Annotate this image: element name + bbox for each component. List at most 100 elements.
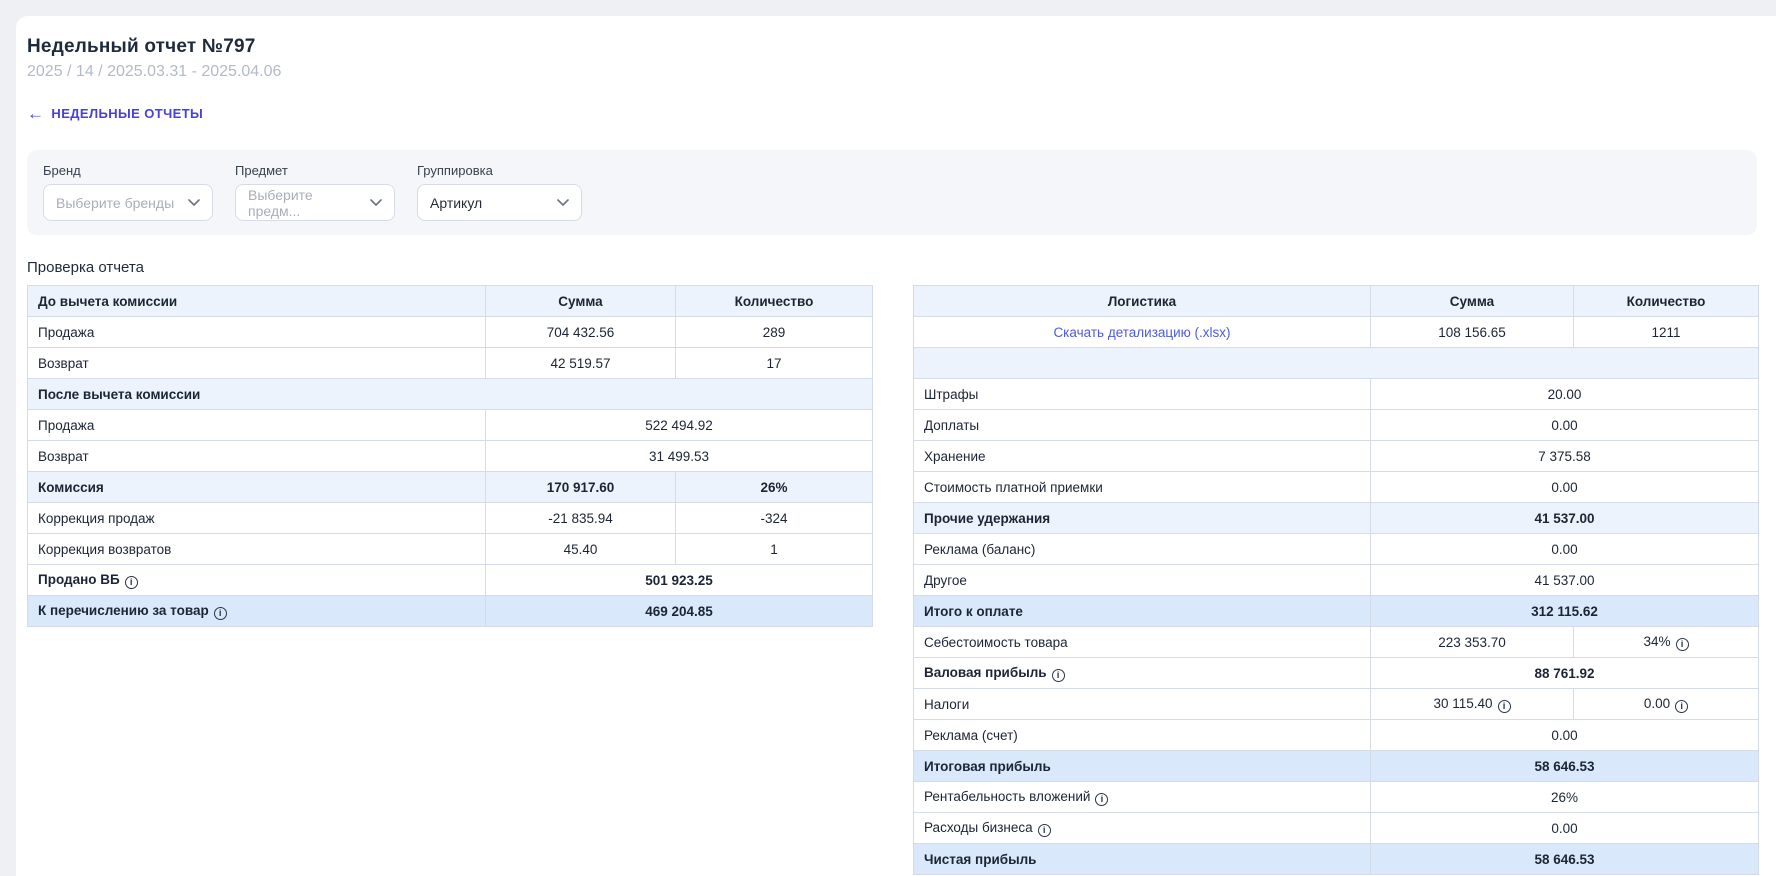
row-label: Валовая прибыль i	[913, 657, 1371, 689]
subject-select-value: Выберите предм...	[248, 186, 313, 219]
row-label: Другое	[913, 564, 1371, 596]
column-header: Логистика	[913, 285, 1371, 317]
table-row: Штрафы 20.00	[913, 378, 1759, 410]
page-title: Недельный отчет №797	[27, 36, 256, 57]
row-label: Итого к оплате	[913, 595, 1371, 627]
row-label: Возврат	[27, 440, 486, 472]
cell-value: 522 494.92	[485, 409, 873, 441]
row-label: Стоимость платной приемки	[913, 471, 1371, 503]
info-icon[interactable]: i	[1051, 668, 1065, 682]
cell-value: 704 432.56	[485, 316, 676, 348]
info-icon[interactable]: i	[213, 606, 227, 620]
table-row: Доплаты 0.00	[913, 409, 1759, 441]
cell-value: 312 115.62	[1370, 595, 1759, 627]
subject-filter: Предмет Выберите предм...	[235, 163, 395, 222]
report-table: Логистика Сумма Количество Скачать детализа…	[913, 285, 1759, 875]
cell-value: 88 761.92	[1370, 657, 1759, 689]
cell-value: 0.00	[1370, 812, 1759, 844]
cell-value: 1211	[1573, 316, 1759, 348]
table-row: Коррекция возвратов 45.40 1	[27, 533, 873, 565]
cell-value: 0.00	[1370, 719, 1759, 751]
row-label: К перечислению за товар i	[27, 595, 486, 627]
info-icon[interactable]: i	[1037, 823, 1051, 837]
cell-value: 45.40	[485, 533, 676, 565]
grouping-filter-label: Группировка	[417, 163, 493, 178]
back-link-label: НЕДЕЛЬНЫЕ ОТЧЕТЫ	[51, 106, 204, 121]
table-row: Скачать детализацию (.xlsx) 108 156.65 121…	[913, 316, 1759, 348]
info-icon[interactable]: i	[124, 575, 138, 589]
table-row: Реклама (баланс) 0.00	[913, 533, 1759, 565]
grouping-select[interactable]: Артикул	[417, 184, 582, 221]
cell-value: 7 375.58	[1370, 440, 1759, 472]
cell-value: 31 499.53	[485, 440, 873, 472]
spacer-row	[913, 347, 1759, 379]
cell-value: 108 156.65	[1370, 316, 1574, 348]
column-header: Сумма	[485, 285, 676, 317]
cell-value: 26%	[1370, 781, 1759, 813]
row-label: Доплаты	[913, 409, 1371, 441]
header-row: Логистика Сумма Количество	[913, 285, 1759, 317]
column-header: Количество	[675, 285, 873, 317]
cell-value: 20.00	[1370, 378, 1759, 410]
cell-value: 469 204.85	[485, 595, 873, 627]
table-row: Чистая прибыль 58 646.53	[913, 843, 1759, 875]
row-label: Продано ВБ i	[27, 564, 486, 596]
page-subtitle: 2025 / 14 / 2025.03.31 - 2025.04.06	[27, 63, 282, 80]
table-row: Итоговая прибыль 58 646.53	[913, 750, 1759, 782]
subject-filter-label: Предмет	[235, 163, 288, 178]
report-card: Недельный отчет №797 2025 / 14 / 2025.03…	[16, 16, 1776, 876]
cell-value: 58 646.53	[1370, 750, 1759, 782]
cell-value: -21 835.94	[485, 502, 676, 534]
row-label: Коррекция возвратов	[27, 533, 486, 565]
table-row: Валовая прибыль i 88 761.92	[913, 657, 1759, 689]
row-label: Коррекция продаж	[27, 502, 486, 534]
subject-select[interactable]: Выберите предм...	[235, 184, 395, 221]
row-label: Налоги	[913, 688, 1371, 720]
table-row: Стоимость платной приемки 0.00	[913, 471, 1759, 503]
row-label: Прочие удержания	[913, 502, 1371, 534]
brand-select-value: Выберите бренды	[56, 194, 175, 211]
row-label: После вычета комиссии	[27, 378, 873, 410]
table-row: Расходы бизнеса i 0.00	[913, 812, 1759, 844]
row-label: Возврат	[27, 347, 486, 379]
row-label: Себестоимость товара	[913, 626, 1371, 658]
filter-panel: Бренд Выберите бренды Предмет Выберите п…	[27, 150, 1757, 235]
cell-value: 58 646.53	[1370, 843, 1759, 875]
row-label: Скачать детализацию (.xlsx)	[913, 316, 1371, 348]
cell-value: 30 115.40 i	[1370, 688, 1574, 720]
info-icon[interactable]: i	[1095, 792, 1109, 806]
info-icon[interactable]: i	[1675, 699, 1689, 713]
table-row: Реклама (счет) 0.00	[913, 719, 1759, 751]
section-heading: Проверка отчета	[27, 259, 144, 276]
info-icon[interactable]: i	[1497, 699, 1511, 713]
cell-value: -324	[675, 502, 873, 534]
pre-commission-table: До вычета комиссии Сумма Количество Продажа…	[27, 285, 873, 627]
info-icon[interactable]: i	[1675, 637, 1689, 651]
grouping-filter: Группировка Артикул	[417, 163, 582, 222]
table-row: Себестоимость товара 223 353.70 34% i	[913, 626, 1759, 658]
chevron-down-icon	[188, 198, 200, 207]
table-row: Итого к оплате 312 115.62	[913, 595, 1759, 627]
logistics-table: Логистика Сумма Количество Скачать детализа…	[913, 285, 1759, 875]
cell-value: 42 519.57	[485, 347, 676, 379]
brand-filter-label: Бренд	[43, 163, 81, 178]
cell-value: 0.00 i	[1573, 688, 1759, 720]
row-label: Расходы бизнеса i	[913, 812, 1371, 844]
cell-value: 41 537.00	[1370, 564, 1759, 596]
table-row: К перечислению за товар i 469 204.85	[27, 595, 873, 627]
row-label: Хранение	[913, 440, 1371, 472]
row-label: Штрафы	[913, 378, 1371, 410]
table-row: Комиссия 170 917.60 26%	[27, 471, 873, 503]
table-row: Коррекция продаж -21 835.94 -324	[27, 502, 873, 534]
back-link[interactable]: ← НЕДЕЛЬНЫЕ ОТЧЕТЫ	[27, 105, 203, 122]
table-row: Рентабельность вложений i 26%	[913, 781, 1759, 813]
download-detail-link[interactable]: Скачать детализацию (.xlsx)	[1053, 324, 1231, 340]
grouping-select-value: Артикул	[430, 194, 483, 211]
cell-value: 501 923.25	[485, 564, 873, 596]
table-row: Налоги 30 115.40 i 0.00 i	[913, 688, 1759, 720]
table-row: После вычета комиссии	[27, 378, 873, 410]
cell-value: 289	[675, 316, 873, 348]
brand-select[interactable]: Выберите бренды	[43, 184, 213, 221]
table-row: Продажа 704 432.56 289	[27, 316, 873, 348]
table-row: Другое 41 537.00	[913, 564, 1759, 596]
